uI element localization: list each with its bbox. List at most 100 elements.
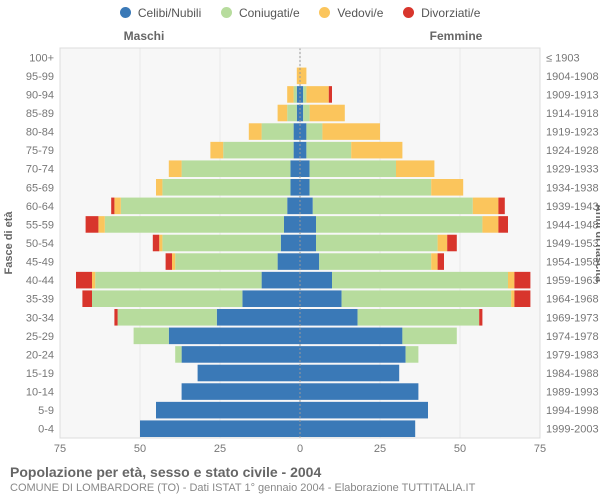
bar-female-c	[300, 160, 310, 177]
legend-swatch-divorziati	[403, 7, 414, 18]
bar-male-d	[82, 290, 92, 307]
bar-male-v	[249, 123, 262, 140]
bar-male-co	[95, 272, 261, 289]
bar-female-c	[300, 272, 332, 289]
year-label: 1984-1988	[546, 368, 599, 380]
year-label: 1964-1968	[546, 294, 599, 306]
legend-label-celibi: Celibi/Nubili	[138, 6, 201, 20]
bar-male-co	[175, 346, 181, 363]
bar-female-v	[351, 142, 402, 159]
bar-female-c	[300, 253, 319, 270]
bar-female-v	[396, 160, 434, 177]
bar-male-c	[198, 365, 300, 382]
bar-female-d	[447, 235, 457, 252]
bar-female-v	[511, 290, 514, 307]
bar-male-v	[210, 142, 223, 159]
bar-female-v	[322, 123, 380, 140]
legend-swatch-vedovi	[319, 7, 330, 18]
age-label: 95-99	[26, 71, 54, 83]
x-tick-label: 50	[454, 443, 466, 455]
bar-male-co	[223, 142, 293, 159]
bar-female-c	[300, 402, 428, 419]
bar-female-d	[438, 253, 444, 270]
chart-svg: 7550250255075100+≤ 190395-991904-190890-…	[0, 0, 600, 500]
year-label: 1994-1998	[546, 405, 599, 417]
year-label: 1909-1913	[546, 89, 599, 101]
legend-label-divorziati: Divorziati/e	[421, 6, 480, 20]
bar-female-v	[300, 68, 306, 85]
bar-male-c	[294, 142, 300, 159]
bar-female-d	[514, 272, 530, 289]
col-title-female: Femmine	[430, 29, 483, 43]
bar-male-c	[242, 290, 300, 307]
bar-male-v	[287, 86, 293, 103]
col-title-male: Maschi	[124, 29, 165, 43]
bar-female-c	[300, 216, 316, 233]
bar-male-c	[182, 383, 300, 400]
bar-female-d	[498, 216, 508, 233]
age-label: 100+	[29, 52, 54, 64]
bar-female-c	[300, 179, 310, 196]
bar-female-c	[300, 142, 306, 159]
year-label: 1974-1978	[546, 331, 599, 343]
age-label: 25-29	[26, 331, 54, 343]
age-label: 0-4	[38, 424, 54, 436]
age-label: 20-24	[26, 349, 54, 361]
footer-title: Popolazione per età, sesso e stato civil…	[10, 464, 475, 480]
bar-male-v	[92, 272, 95, 289]
age-label: 75-79	[26, 145, 54, 157]
bar-male-v	[172, 253, 175, 270]
x-tick-label: 25	[374, 443, 386, 455]
bar-female-c	[300, 365, 399, 382]
bar-male-v	[98, 216, 104, 233]
bar-female-v	[482, 216, 498, 233]
bar-male-c	[169, 328, 300, 345]
year-label: 1969-1973	[546, 312, 599, 324]
bar-female-co	[316, 235, 438, 252]
bar-male-co	[92, 290, 242, 307]
age-label: 70-74	[26, 164, 54, 176]
population-pyramid: Celibi/Nubili Coniugati/e Vedovi/e Divor…	[0, 0, 600, 500]
bar-female-c	[300, 328, 402, 345]
bar-female-co	[310, 160, 396, 177]
bar-female-d	[329, 86, 332, 103]
bar-male-d	[76, 272, 92, 289]
bar-male-co	[287, 105, 297, 122]
year-label: 1914-1918	[546, 108, 599, 120]
bar-male-d	[166, 253, 172, 270]
bar-female-co	[306, 142, 351, 159]
bar-male-v	[278, 105, 288, 122]
bar-male-d	[153, 235, 159, 252]
bar-male-v	[156, 179, 162, 196]
x-tick-label: 75	[54, 443, 66, 455]
bar-female-v	[473, 198, 499, 215]
year-label: 1999-2003	[546, 424, 599, 436]
bar-male-co	[105, 216, 284, 233]
bar-female-c	[300, 235, 316, 252]
year-label: 1989-1993	[546, 387, 599, 399]
bar-female-d	[498, 198, 504, 215]
bar-male-co	[121, 198, 287, 215]
bar-female-v	[438, 235, 448, 252]
year-label: 1954-1958	[546, 257, 599, 269]
year-label: 1919-1923	[546, 127, 599, 139]
bar-male-c	[217, 309, 300, 326]
bar-female-c	[300, 290, 342, 307]
year-label: ≤ 1903	[546, 52, 580, 64]
year-label: 1944-1948	[546, 219, 599, 231]
bar-female-v	[431, 253, 437, 270]
legend: Celibi/Nubili Coniugati/e Vedovi/e Divor…	[0, 6, 600, 20]
y-axis-title-right: Anni di nascita	[593, 204, 600, 283]
legend-item-vedovi: Vedovi/e	[319, 6, 383, 20]
legend-item-divorziati: Divorziati/e	[403, 6, 481, 20]
legend-label-coniugati: Coniugati/e	[239, 6, 300, 20]
bar-female-co	[332, 272, 508, 289]
bar-male-co	[175, 253, 277, 270]
bar-female-c	[300, 346, 406, 363]
bar-male-c	[262, 272, 300, 289]
age-label: 65-69	[26, 182, 54, 194]
bar-female-v	[310, 105, 345, 122]
x-tick-label: 50	[134, 443, 146, 455]
bar-male-c	[281, 235, 300, 252]
bar-male-v	[114, 198, 120, 215]
